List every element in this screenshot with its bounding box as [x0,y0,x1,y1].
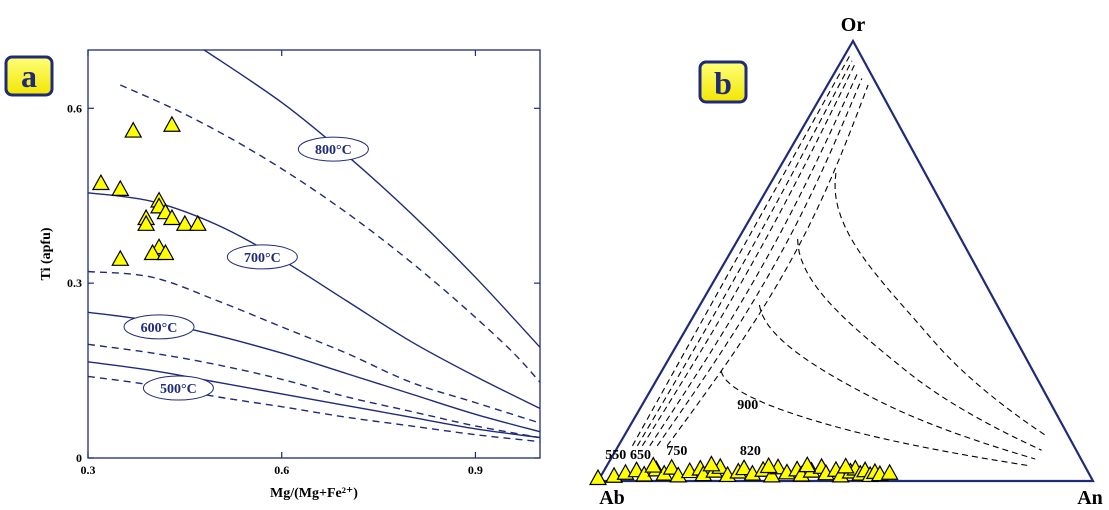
data-point-triangle [91,173,110,191]
x-tick-label: 0.6 [274,463,289,477]
ternary-isotherm-label: 750 [666,444,687,459]
ternary-isotherm-line [758,304,1036,460]
ternary-isotherm-label: 550 [605,448,626,463]
panel-a-isotherm-labels: 800°C 700°C 600°C 500°C [123,136,369,401]
panel-a-data-points [91,115,207,266]
data-point-triangle [644,456,663,473]
panel-b-ternary-diagram: 550 650 750 820 900 Or Ab An b [588,14,1103,509]
data-point-triangle [735,458,754,476]
isotherm-label-oval [226,244,298,270]
ternary-isotherm-line [656,78,863,447]
isotherm-solid-line [203,50,540,348]
ternary-isotherm-line [649,71,859,447]
data-point-triangle [156,243,175,261]
panel-a-badge-label: a [21,58,37,94]
panel-a-x-axis-label: Mg/(Mg+Fe²⁺) [270,486,358,501]
ternary-isotherm-line [720,370,1029,467]
panel-b-data-points [588,455,899,486]
isotherm-label-oval [297,136,369,162]
panel-b-isotherm-curves [631,56,1049,467]
panel-b-badge: b [698,60,748,104]
data-point-triangle [124,121,143,138]
isotherm-label-oval [142,375,214,401]
data-point-triangle [759,456,778,474]
x-tick-label: 0.3 [81,463,96,477]
ternary-isotherm-line [641,64,855,447]
data-point-triangle [175,214,194,231]
data-point-triangle [137,214,156,231]
ternary-isotherm-label: 900 [737,398,758,413]
isotherm-label-oval [123,314,195,340]
data-point-triangle [188,214,207,231]
data-point-triangle [162,115,181,132]
vertex-label-an: An [1077,487,1103,509]
data-point-triangle [111,249,130,266]
panel-a-badge: a [4,55,54,97]
ternary-isotherm-line [666,84,869,447]
data-point-triangle [762,466,781,483]
data-point-triangle [669,466,688,483]
ternary-isotherm-label: 650 [630,448,651,463]
vertex-label-or: Or [841,14,866,36]
isotherm-dashed-line [88,375,540,443]
data-point-triangle [702,455,721,472]
x-tick-label: 0.9 [468,463,483,477]
data-point-triangle [662,458,681,475]
isotherm-dashed-line [119,84,540,383]
data-point-triangle [635,465,654,482]
panel-b-ternary-frame [596,38,1095,483]
y-tick-label: 0.3 [67,276,82,290]
isotherm-label: 700°C [244,251,281,266]
ternary-isotherm-line [834,172,1049,438]
isotherm-label: 500°C [160,382,197,397]
data-point-triangle [880,463,899,480]
data-point-triangle [798,456,817,473]
data-point-triangle [111,179,130,196]
ternary-isotherm-line [636,60,853,447]
isotherm-label: 800°C [315,143,352,158]
isotherm-label: 600°C [141,321,178,336]
vertex-label-ab: Ab [599,487,625,509]
panel-a-ticks: 0.3 0.6 0.900.30.6 [67,50,540,477]
isotherm-solid-line [88,361,540,439]
y-tick-label: 0.6 [67,101,82,115]
panel-b-isotherm-labels: 550 650 750 820 900 [605,398,761,463]
ternary-isotherm-label: 820 [740,444,761,459]
data-point-triangle [162,208,181,226]
y-tick-label: 0 [76,451,82,465]
isotherm-dashed-line [88,343,540,439]
panel-b-badge-label: b [714,65,732,101]
data-point-triangle [588,468,608,486]
ternary-isotherm-line [631,56,850,447]
data-point-triangle [143,243,162,261]
data-point-triangle [836,457,855,474]
ternary-isotherm-line [797,238,1042,451]
panel-a-y-axis-label: Ti (apfu) [39,227,54,280]
